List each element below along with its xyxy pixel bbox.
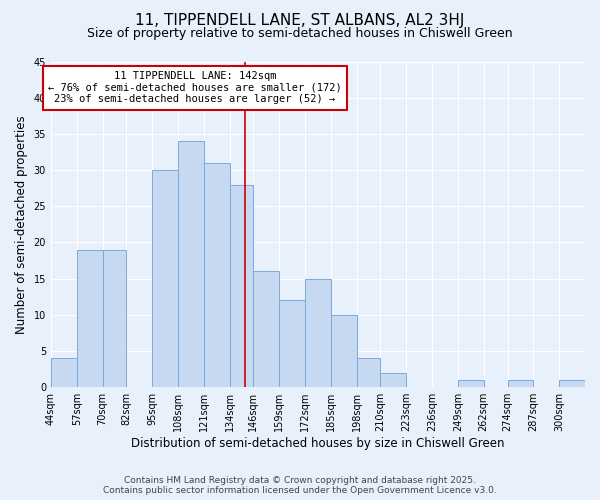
Bar bbox=[51, 358, 77, 387]
Bar bbox=[178, 141, 204, 387]
Bar bbox=[103, 250, 127, 387]
Bar bbox=[253, 272, 279, 387]
Bar bbox=[356, 358, 380, 387]
Bar bbox=[305, 278, 331, 387]
Bar bbox=[279, 300, 305, 387]
Bar bbox=[152, 170, 178, 387]
Bar bbox=[458, 380, 484, 387]
Bar bbox=[559, 380, 585, 387]
Bar bbox=[508, 380, 533, 387]
Bar bbox=[331, 315, 356, 387]
Bar bbox=[380, 372, 406, 387]
Y-axis label: Number of semi-detached properties: Number of semi-detached properties bbox=[15, 115, 28, 334]
Text: Size of property relative to semi-detached houses in Chiswell Green: Size of property relative to semi-detach… bbox=[87, 28, 513, 40]
Text: 11 TIPPENDELL LANE: 142sqm
← 76% of semi-detached houses are smaller (172)
23% o: 11 TIPPENDELL LANE: 142sqm ← 76% of semi… bbox=[48, 72, 342, 104]
X-axis label: Distribution of semi-detached houses by size in Chiswell Green: Distribution of semi-detached houses by … bbox=[131, 437, 505, 450]
Bar bbox=[77, 250, 103, 387]
Text: 11, TIPPENDELL LANE, ST ALBANS, AL2 3HJ: 11, TIPPENDELL LANE, ST ALBANS, AL2 3HJ bbox=[136, 12, 464, 28]
Bar bbox=[230, 184, 253, 387]
Bar bbox=[204, 163, 230, 387]
Text: Contains HM Land Registry data © Crown copyright and database right 2025.
Contai: Contains HM Land Registry data © Crown c… bbox=[103, 476, 497, 495]
